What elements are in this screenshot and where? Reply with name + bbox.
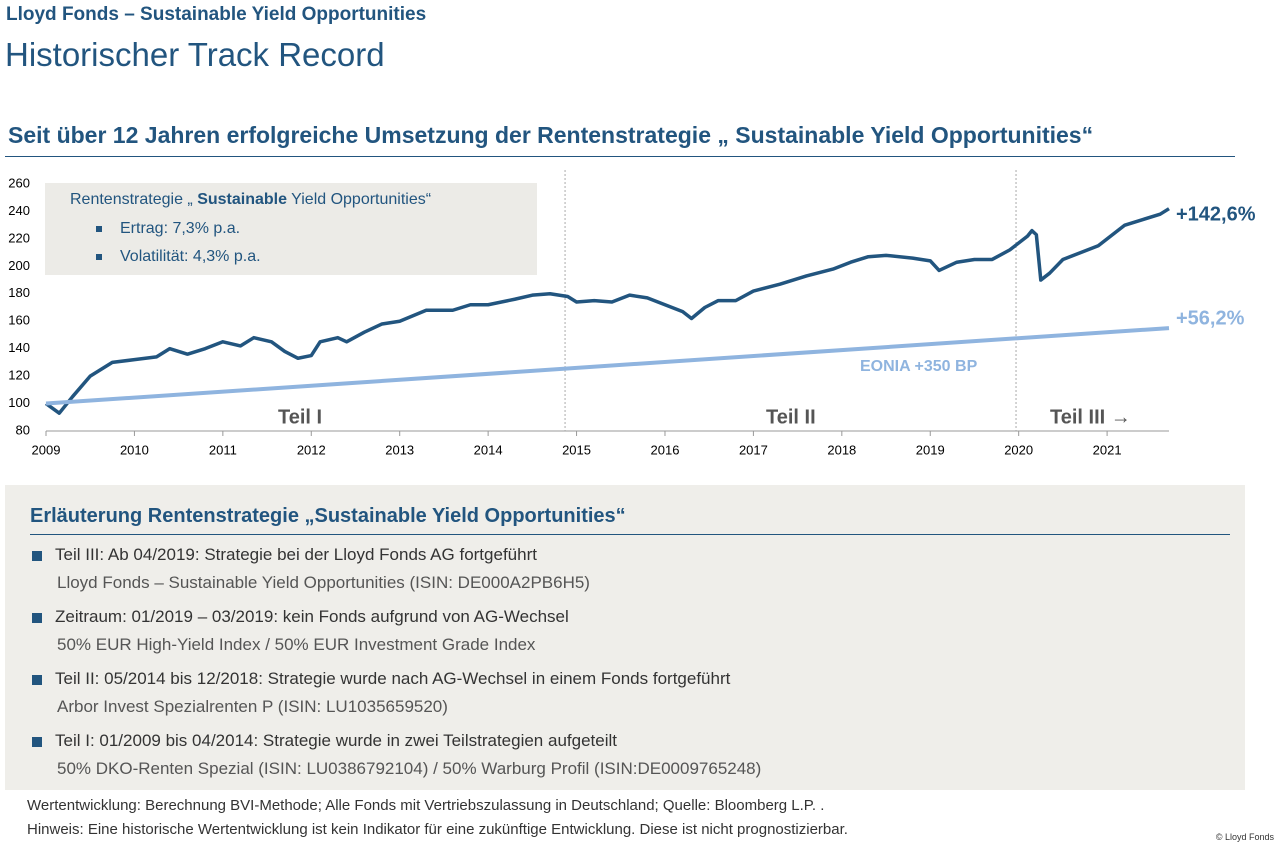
item-text: Teil II: 05/2014 bis 12/2018: Strategie …: [55, 669, 731, 688]
phase-label: Teil II: [766, 406, 816, 428]
info-box: [45, 183, 537, 275]
x-tick-label: 2013: [385, 442, 414, 457]
series-line: [45, 326, 1170, 406]
footer-line: Hinweis: Eine historische Wertentwicklun…: [27, 821, 848, 838]
x-tick-label: 2014: [474, 442, 503, 457]
subtitle: Seit über 12 Jahren erfolgreiche Umsetzu…: [8, 122, 1094, 148]
chart: 80 100 120 140 160 180 200 220 240 260 2009 2010 201…: [8, 170, 1256, 457]
item-detail: 50% EUR High-Yield Index / 50% EUR Inves…: [57, 635, 536, 654]
x-tick-label: 2010: [120, 442, 149, 457]
copyright: © Lloyd Fonds: [1215, 832, 1274, 842]
item-text: Teil I: 01/2009 bis 04/2014: Strategie w…: [55, 731, 617, 750]
y-tick-label: 100: [8, 395, 30, 410]
bullet: [32, 737, 42, 747]
y-tick-label: 80: [16, 422, 30, 437]
rule: [5, 156, 1235, 157]
end-label: +142,6%: [1176, 203, 1256, 225]
info-item: Ertrag: 7,3% p.a.: [120, 220, 240, 237]
item-detail: Lloyd Fonds – Sustainable Yield Opportun…: [57, 573, 590, 592]
item-text: Teil III: Ab 04/2019: Strategie bei der …: [55, 545, 537, 564]
x-tick-label: 2015: [562, 442, 591, 457]
x-tick-label: 2012: [297, 442, 326, 457]
explanation-title: Erläuterung Rentenstrategie „Sustainable…: [30, 505, 626, 527]
explanation-box: Erläuterung Rentenstrategie „Sustainable…: [5, 485, 1245, 790]
rule: [30, 534, 1230, 535]
bullet: [32, 675, 42, 685]
x-tick-label: 2011: [209, 442, 237, 457]
phase-label: Teil I: [278, 406, 322, 428]
info-title-part: Sustainable: [197, 191, 287, 208]
y-tick-label: 180: [8, 285, 30, 300]
x-tick-label: 2009: [32, 442, 61, 457]
y-tick-label: 220: [8, 230, 30, 245]
info-item: Volatilität: 4,3% p.a.: [120, 248, 261, 265]
y-tick-label: 260: [8, 175, 30, 190]
kicker: Lloyd Fonds – Sustainable Yield Opportun…: [6, 4, 427, 25]
y-tick-label: 200: [8, 258, 30, 273]
y-tick-label: 160: [8, 313, 30, 328]
page-title: Historischer Track Record: [5, 36, 385, 73]
bullet: [96, 254, 102, 260]
x-tick-label: 2016: [651, 442, 680, 457]
item-detail: Arbor Invest Spezialrenten P (ISIN: LU10…: [57, 697, 448, 716]
info-title-part: Yield Opportunities“: [287, 191, 431, 208]
x-tick-label: 2017: [739, 442, 768, 457]
phase-label: Teil III →: [1050, 406, 1131, 428]
bullet: [32, 551, 42, 561]
end-label: +56,2%: [1176, 307, 1245, 329]
x-tick-label: 2019: [916, 442, 945, 457]
item-detail: 50% DKO-Renten Spezial (ISIN: LU03867921…: [57, 759, 762, 778]
series-label: EONIA +350 BP: [860, 358, 978, 375]
bullet: [32, 613, 42, 623]
series-line: [44, 207, 1170, 415]
x-tick-label: 2021: [1093, 442, 1122, 457]
y-tick-label: 120: [8, 368, 30, 383]
info-title: Rentenstrategie „ Sustainable Yield Oppo…: [70, 191, 431, 208]
info-title-part: Rentenstrategie „: [70, 191, 197, 208]
y-tick-label: 140: [8, 340, 30, 355]
bullet: [96, 226, 102, 232]
footer-line: Wertentwicklung: Berechnung BVI-Methode;…: [27, 797, 825, 814]
item-text: Zeitraum: 01/2019 – 03/2019: kein Fonds …: [55, 607, 569, 626]
y-tick-label: 240: [8, 203, 30, 218]
x-tick-label: 2018: [827, 442, 856, 457]
x-tick-label: 2020: [1004, 442, 1033, 457]
